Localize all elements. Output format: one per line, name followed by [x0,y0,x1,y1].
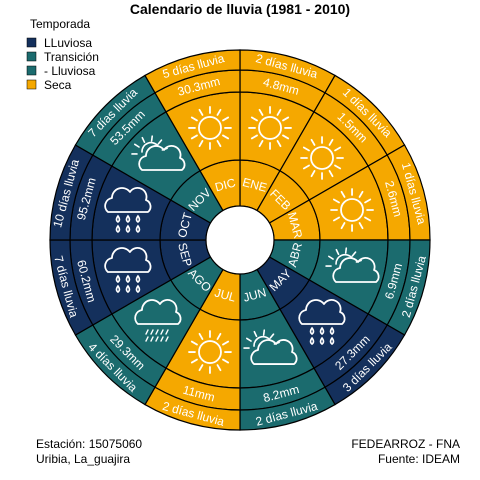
rain-cloud-icon [104,186,152,233]
sun-icon [248,106,292,150]
rain-cloud-icon [104,247,152,293]
location-label: Uribia, La_guajira [36,452,130,466]
legend-entry: Seca [44,78,72,92]
station-label: Estación: 15075060 [36,437,142,451]
month-label: JUL [213,286,238,305]
cloud-sun-icon [325,247,380,283]
legend-swatch [26,37,37,48]
legend-entry: Transición [44,50,99,64]
legend-swatch [26,65,37,76]
legend-swatch [26,51,37,62]
month-label: OCT [175,211,195,240]
sun-icon [300,136,344,180]
sun-icon [188,106,232,150]
month-label: ABR [285,241,305,269]
month-label: MAR [285,211,306,241]
sun-icon [330,188,374,232]
legend-entry: - Lluviosa [44,64,96,78]
cloud-sun-icon [131,135,186,171]
cloud-sun-icon [243,329,298,365]
drizzle-cloud-icon [134,299,182,342]
month-label: ENE [241,175,268,195]
legend-title: Temporada [30,17,90,31]
month-label: SEP [175,241,195,268]
rain-cloud-icon [298,299,346,345]
center-hole [205,205,275,275]
source-label: Fuente: IDEAM [378,452,460,466]
org-label: FEDEARROZ - FNA [351,437,460,451]
month-label: DIC [213,175,237,194]
month-label: JUN [242,285,268,305]
chart-title: Calendario de lluvia (1981 - 2010) [130,1,350,17]
legend-swatch [26,79,37,90]
legend-entry: LLuviosa [44,36,92,50]
sun-icon [188,330,232,374]
days-ring-segment [144,49,241,94]
